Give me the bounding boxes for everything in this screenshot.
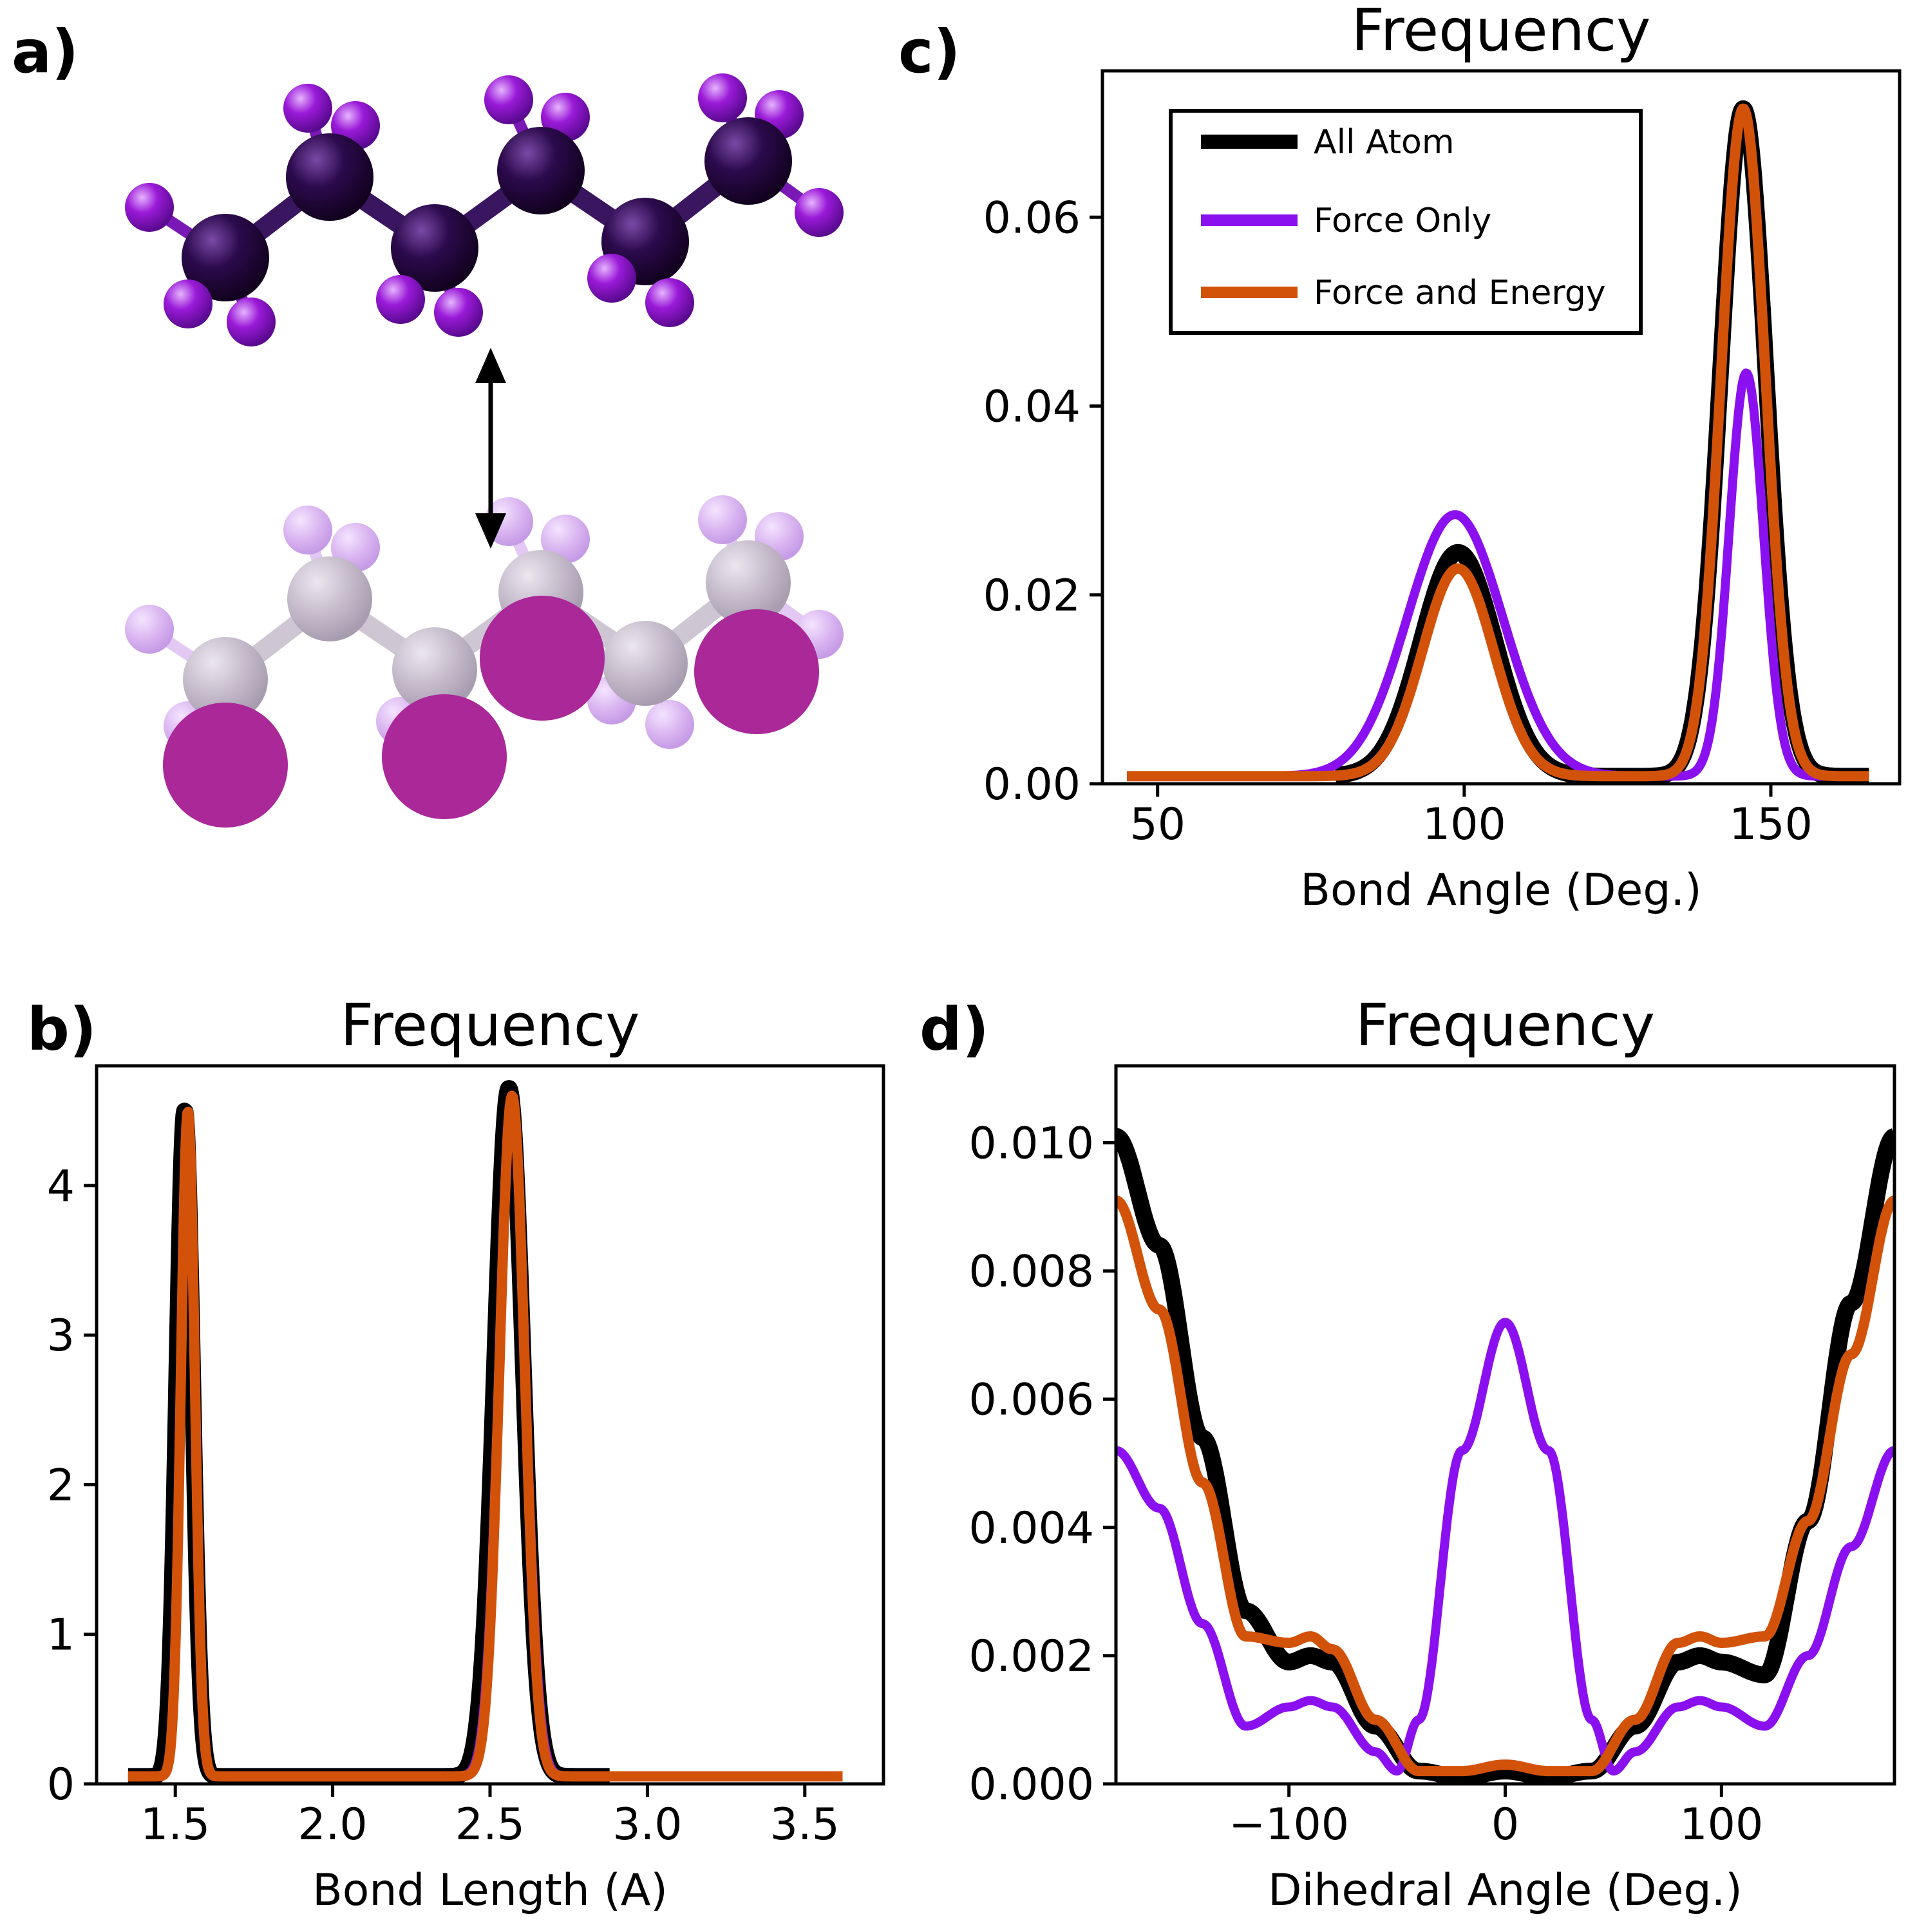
axes-frame <box>1114 1064 1896 1786</box>
x-tick-label: 0 <box>1491 1799 1519 1850</box>
x-tick-label: 100 <box>1422 799 1506 850</box>
x-tick-label: 3.5 <box>770 1799 840 1850</box>
hydrogen-atom <box>645 278 694 327</box>
coarse-grained-bead <box>694 609 819 734</box>
series-line-force-and-energy <box>1116 1195 1894 1777</box>
hydrogen-atom <box>164 279 212 328</box>
carbon-atom <box>182 214 269 301</box>
series-line-all-atom <box>1116 1128 1894 1784</box>
faded-hydrogen-atom <box>698 495 747 544</box>
y-tick-label: 0.008 <box>968 1247 1094 1298</box>
faded-hydrogen-atom <box>283 506 332 554</box>
panel-label-c: c) <box>898 17 961 86</box>
legend-label-all-atom: All Atom <box>1314 123 1455 162</box>
hydrogen-atom <box>795 188 844 237</box>
series-line-force-only <box>1123 368 1873 781</box>
chart-title: Frequency <box>1355 992 1655 1059</box>
axes-frame <box>1100 69 1902 786</box>
carbon-atom <box>704 117 792 205</box>
y-tick-label: 0 <box>47 1759 75 1810</box>
chart-dihedral-angle: −100 0 100 0.000 0.002 0.004 0.006 0.008 0.010 Fr… <box>968 992 1896 1916</box>
x-tick-label: 2.0 <box>298 1799 368 1850</box>
y-tick-label: 0.004 <box>968 1503 1094 1554</box>
series-group <box>1122 100 1877 784</box>
carbon-atom <box>286 133 373 221</box>
series-group <box>120 1080 847 1784</box>
y-tick-label: 0.06 <box>983 193 1081 243</box>
hydrogen-atom <box>587 254 636 303</box>
faded-hydrogen-atom <box>645 700 694 749</box>
legend-label-force-and-energy: Force and Energy <box>1314 274 1606 312</box>
series-line-force-only <box>1116 1318 1894 1776</box>
faded-carbon-atom <box>706 540 791 625</box>
y-tick-label: 4 <box>47 1161 75 1212</box>
x-tick-label: 100 <box>1679 1799 1763 1850</box>
legend: All Atom Force Only Force and Energy <box>1169 109 1643 335</box>
y-tick-label: 0.00 <box>983 759 1081 810</box>
series-line-force-and-energy <box>124 1090 847 1782</box>
faded-carbon-atom <box>603 621 688 706</box>
y-tick-label: 3 <box>47 1311 75 1361</box>
panel-label-d: d) <box>920 995 989 1064</box>
hydrogen-atom <box>484 75 533 124</box>
coarse-grained-bead <box>382 694 507 819</box>
chart-title: Frequency <box>1352 0 1651 64</box>
x-tick-label: 1.5 <box>140 1799 210 1850</box>
hydrogen-atom <box>125 183 174 232</box>
x-axis-label: Bond Angle (Deg.) <box>1300 865 1701 916</box>
legend-label-force-only: Force Only <box>1314 202 1491 240</box>
x-axis-label: Bond Length (A) <box>312 1865 668 1916</box>
faded-carbon-atom <box>183 637 268 722</box>
hydrogen-atom <box>376 275 425 324</box>
series-line-force-and-energy <box>1122 103 1873 782</box>
faded-carbon-atom <box>392 627 477 712</box>
faded-hydrogen-atom <box>541 515 590 564</box>
hydrogen-atom <box>434 288 483 337</box>
double-arrow-icon <box>475 348 506 549</box>
x-tick-label: 50 <box>1129 799 1185 850</box>
hydrogen-atom <box>283 84 332 133</box>
y-tick-label: 0.000 <box>968 1759 1094 1810</box>
panel-label-a: a) <box>12 17 79 86</box>
coarse-grained-bead <box>480 596 605 721</box>
y-tick-label: 0.04 <box>983 382 1081 433</box>
hydrogen-atom <box>698 73 747 122</box>
molecule-illustration <box>125 73 844 828</box>
chart-bond-angle: 50 100 150 0.00 0.02 0.04 0.06 Frequency Bond An… <box>983 0 1902 916</box>
y-tick-label: 0.02 <box>983 571 1081 621</box>
x-tick-label: 2.5 <box>455 1799 525 1850</box>
faded-carbon-atom <box>287 556 372 641</box>
x-tick-label: 150 <box>1729 799 1813 850</box>
hydrogen-atom <box>227 298 276 346</box>
y-tick-label: 1 <box>47 1610 75 1661</box>
x-tick-label: −100 <box>1229 1799 1349 1850</box>
coarse-grained-bead <box>163 703 288 828</box>
y-tick-label: 0.010 <box>968 1118 1094 1169</box>
carbon-atom <box>497 127 585 214</box>
x-tick-label: 3.0 <box>612 1799 682 1850</box>
all-atom-molecule <box>125 73 844 346</box>
y-tick-label: 2 <box>47 1460 75 1511</box>
faded-hydrogen-atom <box>125 605 174 654</box>
carbon-atom <box>391 204 478 292</box>
chart-bond-length: 1.5 2.0 2.5 3.0 3.5 0 1 2 3 4 Frequency Bond Length… <box>47 992 885 1916</box>
panel-label-b: b) <box>27 995 97 1064</box>
coarse-grained-molecule <box>125 495 844 828</box>
series-group <box>1116 1128 1894 1784</box>
chart-title: Frequency <box>341 992 640 1059</box>
y-tick-label: 0.006 <box>968 1375 1094 1426</box>
x-axis-label: Dihedral Angle (Deg.) <box>1268 1865 1742 1916</box>
y-tick-label: 0.002 <box>968 1631 1094 1682</box>
